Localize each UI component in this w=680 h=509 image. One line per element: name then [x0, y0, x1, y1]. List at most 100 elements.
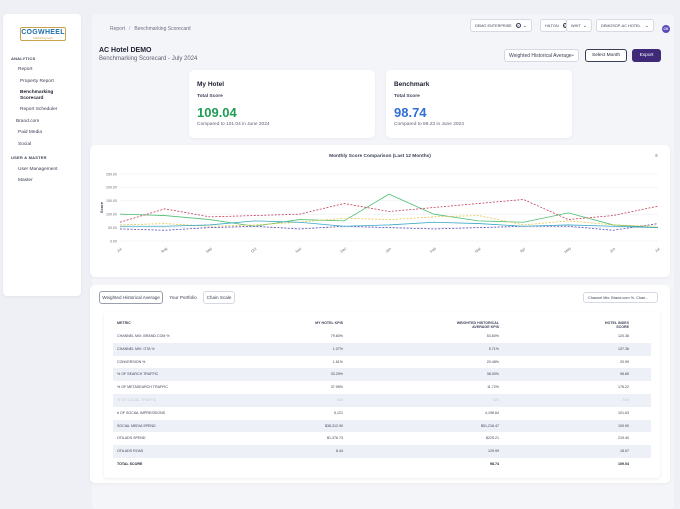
sidebar-item-user-management[interactable]: User Management: [18, 167, 58, 172]
my-hotel-kpi-cell: $1,376.73: [327, 436, 343, 441]
metric-cell: OTA ADS ROAS: [117, 449, 144, 454]
breadcrumb-root[interactable]: Report: [110, 26, 126, 32]
breadcrumb: Report / Benchmarking Scorecard: [110, 26, 191, 32]
x-tick-label: Mar: [474, 246, 482, 254]
x-tick-label: Sep: [205, 247, 213, 254]
my-hotel-kpi-cell: $38,312.90: [325, 423, 343, 428]
filter-hotel-label: DEMOSOP-AC HOTEL: [601, 23, 641, 28]
x-tick-label: Apr: [519, 246, 527, 253]
sidebar-item-paid-media[interactable]: Paid Media: [18, 130, 42, 135]
benchmark-type-value: Weighted Historical Average: [509, 53, 572, 59]
card-title: My Hotel: [197, 81, 225, 88]
y-axis-label: Score: [99, 201, 104, 213]
my-hotel-score: 109.04: [197, 105, 237, 120]
table-row: CHANNEL MIX: OTA % 1.07% 5.71% 137.36: [113, 342, 651, 356]
clear-icon[interactable]: ×: [515, 23, 521, 28]
sidebar-item-master[interactable]: Master: [18, 178, 33, 183]
tab-your-portfolio[interactable]: Your Portfolio: [169, 295, 197, 300]
index-score-cell: 101.63: [618, 410, 629, 415]
index-score-cell: 18.07: [620, 449, 629, 454]
table-row: SOCIAL MEDIA SPEND $38,312.90 $51,218.47 10…: [113, 419, 651, 433]
tab-weighted-historical-average[interactable]: Weighted Historical Average: [99, 291, 163, 304]
benchmark-score: 98.74: [394, 105, 427, 120]
x-tick-label: Jul: [654, 247, 660, 253]
filter-brand-label: HILTON: [545, 23, 559, 28]
table-row: TOTAL SCORE 98.74 109.04: [113, 458, 651, 471]
x-tick-label: Aug: [160, 247, 168, 254]
metric-cell: METRIC: [117, 321, 131, 325]
line-chart: 0.00 50.00 100.00 150.00 200.00 250.00 Score Ju…: [99, 172, 661, 254]
chevron-down-icon: ⌄: [644, 22, 649, 29]
benchmark-card: Benchmark Total Score 98.74 Compared to …: [386, 70, 572, 138]
x-tick-label: Oct: [250, 246, 258, 253]
index-score-cell: 109.04: [618, 462, 629, 466]
table-row: % OF SEARCH TRAFFIC 33.29% 38.00% 98.65: [113, 368, 651, 382]
breadcrumb-separator: /: [129, 26, 131, 32]
sidebar-item-benchmarking-scorecard[interactable]: Benchmarking Scorecard: [20, 90, 54, 101]
y-tick-label: 150.00: [106, 199, 117, 203]
filter-region[interactable]: WHIT ⌄: [566, 19, 592, 32]
index-score-cell: 120.38: [618, 334, 629, 338]
weighted-kpi-cell: $51,218.47: [481, 423, 499, 428]
x-tick-label: Jul: [116, 247, 122, 253]
avatar[interactable]: CK: [662, 25, 670, 33]
benchmark-type-select[interactable]: Weighted Historical Average ⌄: [504, 49, 579, 62]
breadcrumb-current: Benchmarking Scorecard: [134, 26, 191, 32]
chevron-down-icon: ⌄: [582, 22, 587, 29]
filter-brand[interactable]: HILTON ×: [540, 19, 567, 32]
filter-hotel[interactable]: DEMOSOP-AC HOTEL ⌄: [596, 19, 654, 32]
select-month-button[interactable]: Select Month: [585, 49, 627, 62]
sidebar-item-property-report[interactable]: Property Report: [20, 79, 54, 84]
table-row: CHANNEL MIX: BRAND.COM % 79.60% 53.60% 120.…: [113, 330, 651, 343]
sidebar-item-brand-com[interactable]: Brand.com: [16, 119, 40, 124]
export-button[interactable]: Export: [632, 49, 661, 62]
metric-cell: % OF METASEARCH TRAFFIC: [117, 385, 168, 390]
sidebar: COGWHEEL Marketing Hub: [3, 14, 81, 296]
y-tick-label: 50.00: [108, 226, 117, 230]
y-tick-label: 250.00: [106, 172, 117, 176]
series-line-4: [120, 220, 659, 228]
index-score-cell: 176.22: [618, 385, 629, 390]
kpi-table-card: Weighted Historical Average Your Portfol…: [90, 285, 670, 483]
menu-icon[interactable]: ≡: [655, 153, 658, 159]
card-compare-text: Compared to 101.04 in June 2024: [197, 122, 270, 127]
x-tick-label: Jun: [609, 247, 616, 254]
card-label: Total Score: [197, 94, 223, 99]
table-row: OTA ADS ROAS 8.44 129.99 18.07: [113, 445, 651, 458]
weighted-kpi-cell: 129.99: [488, 449, 499, 454]
my-hotel-kpi-cell: 37.95%: [330, 385, 343, 390]
filter-enterprise[interactable]: DEMO ENTERPRISE × ⌄: [470, 19, 532, 32]
metric-select[interactable]: Channel Mix: Brand.com %, Chan...: [583, 292, 658, 303]
series-line-1: [119, 199, 659, 223]
weighted-kpi-cell: 53.60%: [486, 334, 499, 338]
weighted-kpi-cell: 20.48%: [486, 359, 499, 364]
card-label: Total Score: [394, 94, 420, 99]
my-hotel-kpi-cell: 1.07%: [332, 346, 343, 351]
index-score-cell: 20.99: [620, 359, 629, 364]
sidebar-item-social[interactable]: Social: [18, 142, 32, 147]
sidebar-section-analytics: ANALYTICS: [11, 56, 36, 61]
metric-cell: # OF SOCIAL IMPRESSIONS: [117, 410, 165, 415]
cogwheel-logo[interactable]: COGWHEEL Marketing Hub: [20, 27, 66, 41]
sidebar-item-report-scheduler[interactable]: Report Scheduler: [20, 107, 58, 112]
metric-cell: OTA ADS SPEND: [117, 436, 146, 441]
series-line-2: [119, 223, 659, 231]
filter-region-label: WHIT: [571, 23, 581, 28]
table-row: OTA ADS SPEND $1,376.73 $225.21 219.40: [113, 432, 651, 445]
my-hotel-kpi-cell: 33.29%: [330, 372, 343, 377]
x-tick-label: Dec: [340, 246, 348, 253]
weighted-kpi-cell: 4,198.64: [485, 410, 499, 415]
y-tick-label: 200.00: [106, 186, 117, 190]
index-score-cell: 137.36: [618, 346, 629, 351]
chart-title: Monthly Score Comparison (Last 12 Months…: [329, 154, 431, 159]
tab-chain-scale[interactable]: Chain Scale: [203, 291, 235, 304]
weighted-kpi-cell: N/A: [493, 398, 499, 402]
weighted-kpi-cell: 98.74: [490, 462, 499, 466]
x-tick-label: Jan: [385, 247, 392, 254]
x-tick-label: Nov: [295, 246, 303, 253]
metric-cell: CHANNEL MIX: BRAND.COM %: [117, 334, 170, 338]
metric-cell: % OF SEARCH TRAFFIC: [117, 372, 159, 377]
my-hotel-kpi-cell: 1.61%: [332, 359, 343, 364]
sidebar-item-report[interactable]: Report: [18, 67, 33, 72]
my-hotel-kpi-cell: 5,121: [334, 410, 343, 415]
